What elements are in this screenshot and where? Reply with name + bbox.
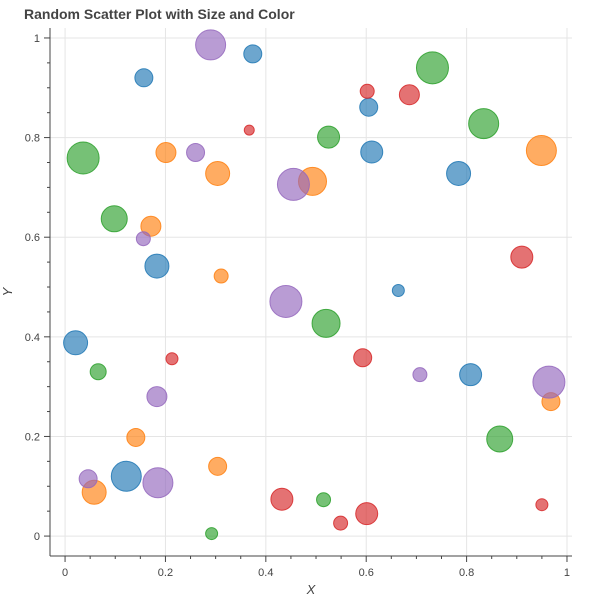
scatter-point [63,330,89,356]
scatter-point [110,460,142,492]
y-axis-label: Y [0,286,15,296]
scatter-point [78,469,98,489]
scatter-point [165,352,179,366]
scatter-point [359,83,375,99]
chart-title: Random Scatter Plot with Size and Color [24,6,295,22]
scatter-point [355,502,379,526]
scatter-point [486,425,514,453]
x-tick-label: 0.6 [359,567,374,579]
scatter-point [243,124,255,136]
scatter-point [205,160,231,186]
data-points [63,29,566,541]
scatter-point [140,215,162,237]
scatter-point [186,143,206,163]
x-axis-label: X [306,582,317,597]
scatter-point [144,253,170,279]
scatter-point [360,140,384,164]
scatter-point [535,498,549,512]
scatter-point [532,365,566,399]
scatter-point [243,44,263,64]
scatter-point [353,348,373,368]
scatter-point [333,515,349,531]
scatter-point [311,308,341,338]
scatter-point [317,125,341,149]
x-tick-label: 0.8 [459,567,474,579]
scatter-point [146,386,168,408]
scatter-point [126,427,146,447]
scatter-point [205,527,219,541]
scatter-point [415,51,449,85]
scatter-point [525,135,557,167]
x-tick-label: 0 [62,567,68,579]
scatter-point [276,167,310,201]
scatter-point [213,268,229,284]
scatter-point [155,142,177,164]
scatter-point [270,487,294,511]
scatter-point [510,245,534,269]
scatter-point [135,231,151,247]
scatter-point [316,492,332,508]
scatter-point [269,284,303,318]
x-tick-label: 0.4 [258,567,273,579]
y-tick-label: 1 [34,33,40,45]
scatter-point [142,467,174,499]
scatter-point [468,108,500,140]
scatter-point [459,363,483,387]
scatter-point [412,367,428,383]
x-tick-label: 0.2 [158,567,173,579]
scatter-point [446,160,472,186]
y-tick-label: 0.2 [25,431,40,443]
scatter-point [398,84,420,106]
scatter-point [195,29,227,61]
x-tick-label: 1 [564,567,570,579]
scatter-point [391,284,405,298]
scatter-point [134,68,154,88]
axes: 0 0.2 0.4 0.6 0.8 1 0 0.2 0.4 0.6 0.8 1 [25,28,572,579]
y-tick-label: 0.4 [25,332,40,344]
scatter-point [208,456,228,476]
scatter-point [359,97,379,117]
scatter-point [100,205,128,233]
scatter-point [89,363,107,381]
y-tick-label: 0.6 [25,232,40,244]
scatter-point [66,141,100,175]
y-tick-label: 0.8 [25,133,40,145]
y-tick-label: 0 [34,531,40,543]
